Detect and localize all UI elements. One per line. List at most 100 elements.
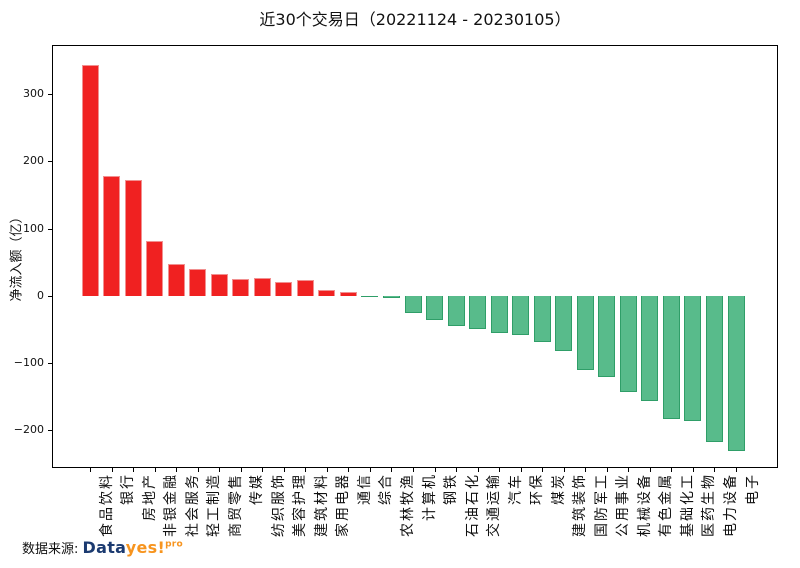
y-tick-mark [48,430,52,432]
y-tick-label: 200 [23,154,44,168]
data-source-label: 数据来源: [22,542,83,557]
datayes-logo-pro: pro [165,539,184,550]
x-axis-label: 基础化工 [679,473,696,537]
y-tick-label: −100 [13,355,44,369]
x-axis-label: 纺织服饰 [270,473,287,537]
bar-房地产 [124,179,142,296]
bar-基础化工 [662,295,680,419]
bar-纺织服饰 [253,277,271,296]
bar-电力设备 [705,295,723,443]
x-axis-label: 建筑装饰 [572,473,589,537]
x-tick-mark [305,468,307,472]
bar-轻工制造 [189,268,207,296]
bar-环保 [512,295,530,335]
x-tick-mark [477,468,479,472]
x-axis-label: 轻工制造 [206,473,223,537]
x-axis-label: 汽车 [507,473,524,505]
x-tick-mark [348,468,350,472]
x-tick-mark [499,468,501,472]
y-tick-mark [48,161,52,163]
x-tick-mark [111,468,113,472]
x-axis-label: 石油石化 [464,473,481,537]
x-axis-label: 电力设备 [722,473,739,537]
y-tick-mark [48,362,52,364]
bar-家用电器 [318,289,336,296]
x-axis-label: 美容护理 [292,473,309,537]
x-tick-mark [219,468,221,472]
bar-有色金属 [641,295,659,402]
datayes-logo-yes: yes! [125,538,166,557]
y-tick-label: −200 [13,423,44,437]
x-tick-mark [714,468,716,472]
bar-交通运输 [469,295,487,329]
chart-title: 近30个交易日（20221124 - 20230105） [259,10,571,29]
x-axis-label: 钢铁 [443,473,460,505]
bar-综合 [361,295,379,298]
bar-电子 [727,295,745,451]
x-tick-mark [585,468,587,472]
x-tick-mark [154,468,156,472]
bar-非银金融 [146,240,164,296]
x-axis-label: 电子 [744,473,761,505]
x-axis-label: 煤炭 [550,473,567,505]
bar-传媒 [232,278,250,296]
x-axis-label: 交通运输 [486,473,503,537]
y-tick-mark [48,94,52,96]
x-tick-mark [326,468,328,472]
x-tick-mark [563,468,565,472]
y-tick-label: 100 [23,221,44,235]
x-tick-mark [520,468,522,472]
x-tick-mark [692,468,694,472]
bar-钢铁 [426,295,444,320]
x-axis-label: 建筑材料 [313,473,330,537]
x-tick-mark [649,468,651,472]
x-tick-mark [434,468,436,472]
bar-石油石化 [447,295,465,326]
x-axis-label: 综合 [378,473,395,505]
bar-煤炭 [533,295,551,343]
x-axis-label: 机械设备 [636,473,653,537]
bar-农林牧渔 [382,295,400,298]
bar-社会服务 [167,264,185,296]
x-tick-mark [176,468,178,472]
plot-area [52,45,778,468]
x-axis-label: 有色金属 [658,473,675,537]
x-axis-label: 公用事业 [615,473,632,537]
bar-美容护理 [275,281,293,296]
x-axis-label: 社会服务 [184,473,201,537]
x-axis-label: 计算机 [421,473,438,521]
x-axis-label: 食品饮料 [98,473,115,537]
x-axis-label: 银行 [120,473,137,505]
bar-建筑装饰 [555,295,573,351]
bar-建筑材料 [296,280,314,296]
x-tick-mark [628,468,630,472]
x-tick-mark [391,468,393,472]
bar-机械设备 [619,295,637,392]
x-tick-mark [456,468,458,472]
datayes-logo: Datayes!pro [83,538,184,557]
x-tick-mark [283,468,285,472]
x-axis-label: 商贸零售 [227,473,244,537]
bar-公用事业 [598,295,616,377]
bar-商贸零售 [210,274,228,296]
x-axis-label: 家用电器 [335,473,352,537]
x-axis-label: 房地产 [141,473,158,521]
bar-通信 [339,292,357,296]
x-tick-mark [369,468,371,472]
x-tick-mark [90,468,91,472]
x-tick-mark [542,468,544,472]
x-axis-label: 通信 [356,473,373,505]
y-tick-mark [48,295,52,297]
y-tick-label: 300 [23,87,44,101]
bar-银行 [103,175,121,296]
x-tick-mark [606,468,608,472]
datayes-logo-data: Data [82,538,126,557]
x-axis-label: 医药生物 [701,473,718,537]
bar-国防军工 [576,295,594,370]
x-axis-label: 农林牧渔 [399,473,416,537]
x-tick-mark [197,468,199,472]
x-tick-mark [240,468,242,472]
x-tick-mark [671,468,673,472]
bar-计算机 [404,295,422,313]
x-tick-mark [133,468,135,472]
